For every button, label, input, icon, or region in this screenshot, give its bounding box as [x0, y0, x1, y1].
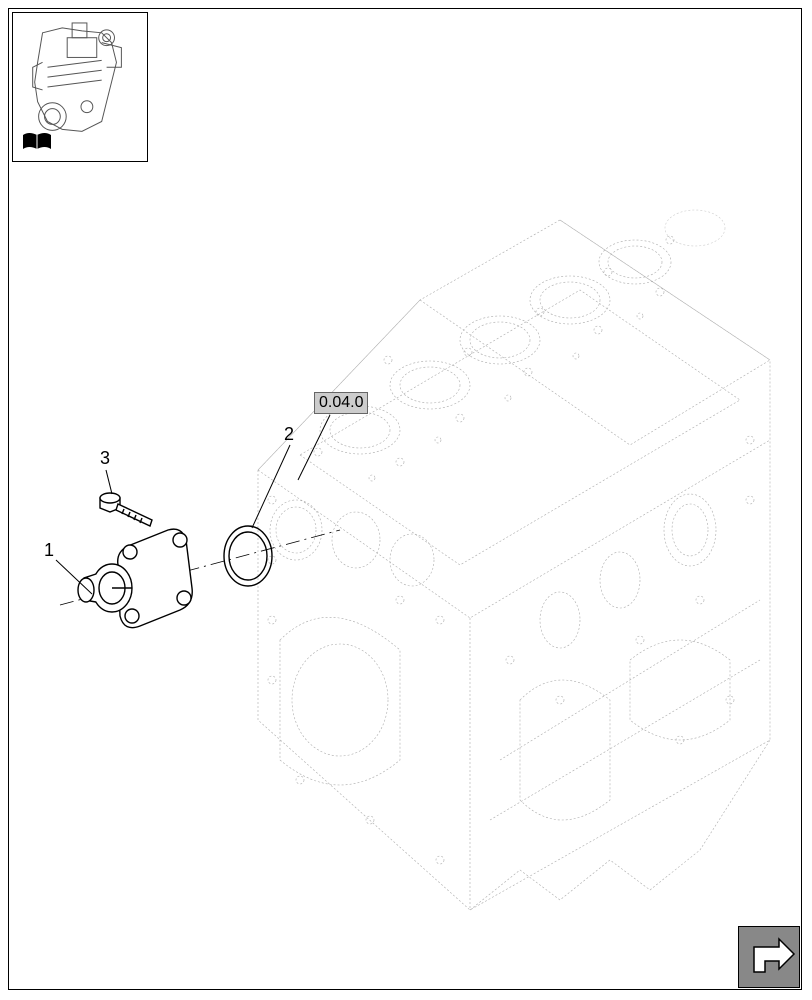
- exploded-view-diagram: [0, 0, 812, 1000]
- part-seal-ring: [224, 526, 272, 586]
- engine-block-ghost: [258, 210, 770, 910]
- callout-1: 1: [44, 540, 54, 561]
- callout-2: 2: [284, 424, 294, 445]
- part-bolt: [100, 493, 152, 526]
- reference-section-label: 0.04.0: [314, 392, 368, 414]
- part-pump-body: [78, 529, 192, 628]
- callout-3: 3: [100, 448, 110, 469]
- page: 0.04.0 2 3 1: [0, 0, 812, 1000]
